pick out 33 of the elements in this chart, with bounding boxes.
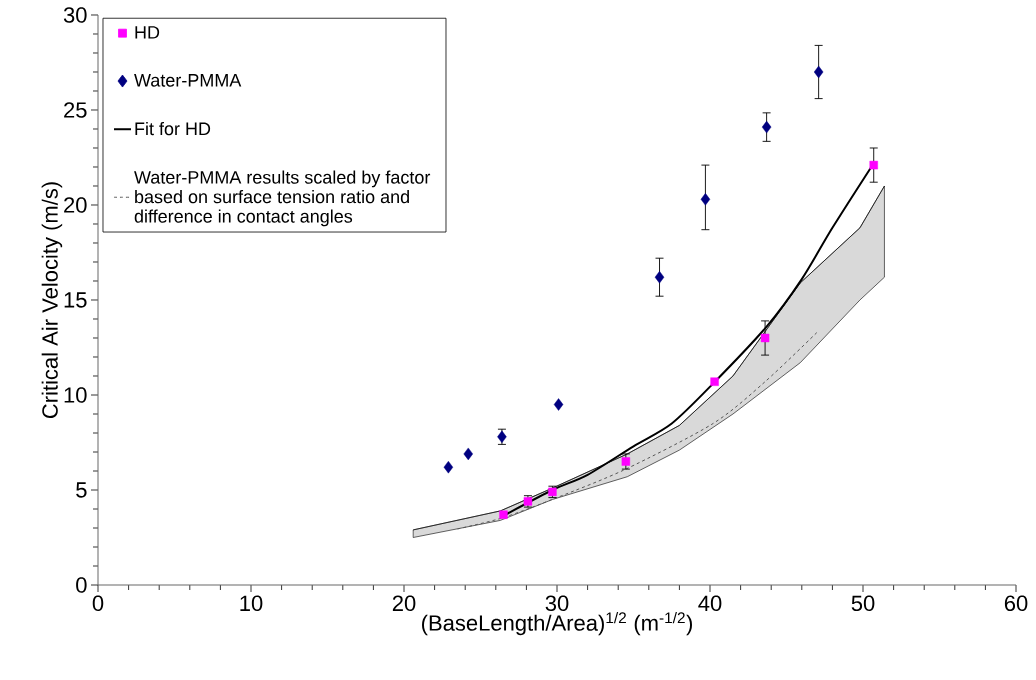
y-tick-label: 25 <box>64 102 87 118</box>
point <box>443 461 454 474</box>
legend-label: Water-PMMA <box>134 74 242 87</box>
point <box>700 193 711 206</box>
x-tick-label: 30 <box>545 595 569 612</box>
y-tick-label: 10 <box>64 387 87 403</box>
point <box>761 120 772 134</box>
x-tick-label: 0 <box>92 595 104 612</box>
y-tick-label: 30 <box>63 7 87 23</box>
point <box>710 377 719 386</box>
y-tick-label: 20 <box>64 197 87 213</box>
legend-label: Water-PMMA results scaled by factor based on surface tension ratio and difference in contact angles <box>134 170 431 227</box>
y-tick-label: 5 <box>76 482 87 498</box>
y-axis-title: Critical Air Velocity (m/s) <box>41 182 63 419</box>
legend-label: Fit for HD <box>135 121 211 136</box>
point <box>869 160 878 170</box>
legend-label: HD <box>135 26 160 39</box>
x-tick-label: 50 <box>851 595 875 612</box>
y-tick-label: 0 <box>76 577 87 593</box>
point <box>463 447 473 461</box>
x-tick-label: 20 <box>392 595 416 612</box>
point <box>813 65 824 79</box>
x-tick-label: 40 <box>698 595 722 612</box>
line-series <box>457 331 818 530</box>
point <box>499 510 508 519</box>
y-tick-label: 15 <box>64 292 87 308</box>
x-tick-label: 60 <box>1004 595 1028 612</box>
point <box>654 271 665 284</box>
point <box>760 333 770 343</box>
point <box>621 457 631 466</box>
point <box>553 398 564 411</box>
x-axis-title: (BaseLength/Area)$^{1/2}$ (m$^{-1/2}$) <box>422 611 692 636</box>
x-tick-label: 10 <box>240 595 263 612</box>
